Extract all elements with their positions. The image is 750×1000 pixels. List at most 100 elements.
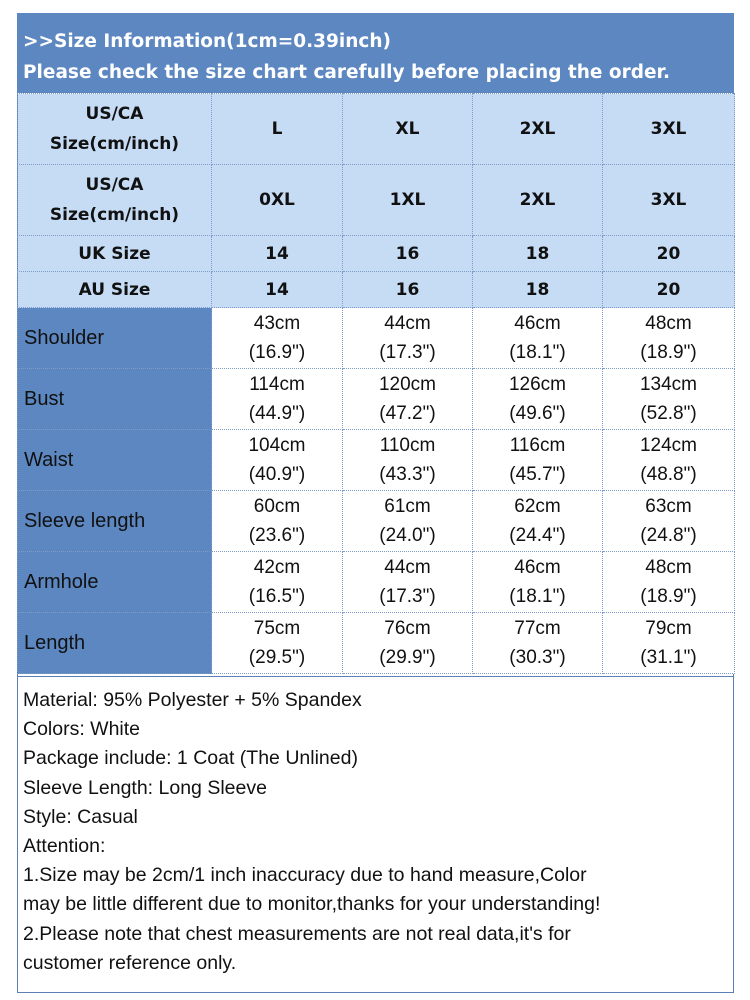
measurement-cell: 76cm (29.9") xyxy=(342,612,473,674)
measurement-inch: (18.1") xyxy=(509,342,566,363)
measurement-cell: 60cm (23.6") xyxy=(211,490,343,552)
size-cell: 16 xyxy=(342,235,473,272)
size-cell: L xyxy=(211,93,343,165)
measurement-cm: 110cm xyxy=(379,435,436,456)
measurement-cell: 77cm (30.3") xyxy=(472,612,603,674)
measurement-cell: 134cm (52.8") xyxy=(602,368,735,430)
measurement-inch: (16.9") xyxy=(248,342,306,363)
measurement-cell: 79cm (31.1") xyxy=(602,612,735,674)
measurement-cell: 124cm (48.8") xyxy=(602,429,735,491)
size-cell: 2XL xyxy=(472,164,603,236)
size-cell: 16 xyxy=(342,271,473,308)
product-info: Material: 95% Polyester + 5% Spandex Colo… xyxy=(17,686,734,978)
size-chart-table: US/CA Size(cm/inch) L XL 2XL 3XL US/CA S… xyxy=(17,93,735,674)
info-line: customer reference only. xyxy=(23,951,237,974)
measurement-cm: 46cm xyxy=(514,313,561,334)
measurement-row: Waist 104cm (40.9") 110cm (43.3") 116cm (45.7"… xyxy=(17,429,735,491)
size-label-cell: AU Size xyxy=(17,271,212,308)
measurement-cm: 79cm xyxy=(645,618,692,639)
measurement-cm: 116cm xyxy=(509,435,566,456)
size-label-cell: US/CA Size(cm/inch) xyxy=(17,93,212,165)
info-line: may be little different due to monitor,t… xyxy=(23,893,601,916)
measurement-label: Armhole xyxy=(17,551,212,613)
measurement-inch: (23.6") xyxy=(248,525,306,546)
measurement-cell: 114cm (44.9") xyxy=(211,368,343,430)
size-cell: 2XL xyxy=(472,93,603,165)
info-line: 1.Size may be 2cm/1 inch inaccuracy due … xyxy=(23,864,587,887)
info-line: 2.Please note that chest measurements ar… xyxy=(23,922,571,945)
measurement-cell: 120cm (47.2") xyxy=(342,368,473,430)
measurement-cm: 75cm xyxy=(253,618,301,639)
measurement-cm: 42cm xyxy=(253,557,301,578)
size-cell: 18 xyxy=(472,271,603,308)
info-line: Colors: White xyxy=(23,718,141,741)
measurement-inch: (48.8") xyxy=(640,464,697,485)
measurement-inch: (24.4") xyxy=(509,525,566,546)
measurement-inch: (40.9") xyxy=(248,464,306,485)
measurement-cm: 120cm xyxy=(378,374,437,395)
measurement-cell: 75cm (29.5") xyxy=(211,612,343,674)
info-line: Package include: 1 Coat (The Unlined) xyxy=(23,747,358,770)
uk-size-row: UK Size 14 16 18 20 xyxy=(17,235,735,272)
measurement-cm: 126cm xyxy=(508,374,567,395)
size-label-line2: Size(cm/inch) xyxy=(49,134,180,154)
measurement-cell: 44cm (17.3") xyxy=(342,551,473,613)
measurement-label: Shoulder xyxy=(17,307,212,369)
measurement-cm: 61cm xyxy=(384,496,431,517)
us-ca-size-row-alt: US/CA Size(cm/inch) 0XL 1XL 2XL 3XL xyxy=(17,164,735,236)
measurement-inch: (17.3") xyxy=(379,342,436,363)
measurement-cell: 116cm (45.7") xyxy=(472,429,603,491)
measurement-label: Bust xyxy=(17,368,212,430)
size-label-line1: US/CA xyxy=(85,104,144,124)
size-label-cell: UK Size xyxy=(17,235,212,272)
measurement-inch: (18.1") xyxy=(509,586,566,607)
measurement-cell: 44cm (17.3") xyxy=(342,307,473,369)
measurement-row: Sleeve length 60cm (23.6") 61cm (24.0") 62cm (… xyxy=(17,490,735,552)
size-label-cell: US/CA Size(cm/inch) xyxy=(17,164,212,236)
measurement-rows: Shoulder 43cm (16.9") 44cm (17.3") 46cm (18.1"… xyxy=(17,307,735,674)
measurement-inch: (43.3") xyxy=(379,464,436,485)
header-notice: Please check the size chart carefully be… xyxy=(23,62,671,83)
section-divider xyxy=(17,676,734,677)
size-cell: 3XL xyxy=(602,164,735,236)
size-cell: 1XL xyxy=(342,164,473,236)
measurement-row: Shoulder 43cm (16.9") 44cm (17.3") 46cm (18.1"… xyxy=(17,307,735,369)
size-cell: 3XL xyxy=(602,93,735,165)
measurement-cm: 124cm xyxy=(639,435,698,456)
size-label-line2: Size(cm/inch) xyxy=(49,205,180,225)
measurement-cell: 48cm (18.9") xyxy=(602,551,735,613)
measurement-cm: 134cm xyxy=(639,374,698,395)
size-cell: 14 xyxy=(211,235,343,272)
size-cell: 20 xyxy=(602,235,735,272)
measurement-row: Armhole 42cm (16.5") 44cm (17.3") 46cm (18.1")… xyxy=(17,551,735,613)
measurement-inch: (29.9") xyxy=(379,647,436,668)
measurement-inch: (29.5") xyxy=(248,647,306,668)
measurement-cm: 46cm xyxy=(514,557,561,578)
size-cell: 0XL xyxy=(211,164,343,236)
measurement-label: Waist xyxy=(17,429,212,491)
info-line: Sleeve Length: Long Sleeve xyxy=(23,776,267,799)
measurement-cell: 63cm (24.8") xyxy=(602,490,735,552)
measurement-cm: 62cm xyxy=(514,496,561,517)
measurement-cm: 48cm xyxy=(645,313,692,334)
measurement-cm: 44cm xyxy=(384,557,431,578)
header-title: >>Size Information(1cm=0.39inch) xyxy=(23,31,392,52)
measurement-cell: 104cm (40.9") xyxy=(211,429,343,491)
measurement-cell: 62cm (24.4") xyxy=(472,490,603,552)
measurement-cell: 126cm (49.6") xyxy=(472,368,603,430)
measurement-cm: 77cm xyxy=(514,618,561,639)
measurement-cell: 46cm (18.1") xyxy=(472,307,603,369)
measurement-cm: 44cm xyxy=(384,313,431,334)
measurement-inch: (47.2") xyxy=(379,403,436,424)
measurement-inch: (24.0") xyxy=(379,525,436,546)
measurement-cell: 43cm (16.9") xyxy=(211,307,343,369)
size-label-line1: US/CA xyxy=(85,175,144,195)
measurement-inch: (45.7") xyxy=(509,464,566,485)
measurement-cell: 110cm (43.3") xyxy=(342,429,473,491)
measurement-cm: 60cm xyxy=(253,496,301,517)
measurement-inch: (49.6") xyxy=(509,403,566,424)
measurement-cell: 46cm (18.1") xyxy=(472,551,603,613)
info-line: Material: 95% Polyester + 5% Spandex xyxy=(23,689,362,711)
measurement-inch: (30.3") xyxy=(509,647,566,668)
measurement-cell: 42cm (16.5") xyxy=(211,551,343,613)
